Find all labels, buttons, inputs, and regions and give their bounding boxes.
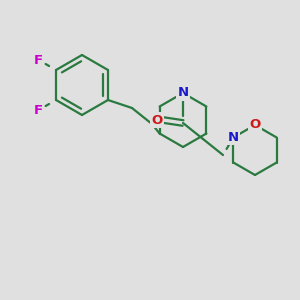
Text: F: F	[34, 53, 43, 67]
Text: O: O	[152, 113, 163, 127]
Text: F: F	[34, 103, 43, 116]
Text: N: N	[177, 86, 189, 100]
Text: N: N	[228, 131, 239, 144]
Text: O: O	[249, 118, 261, 131]
